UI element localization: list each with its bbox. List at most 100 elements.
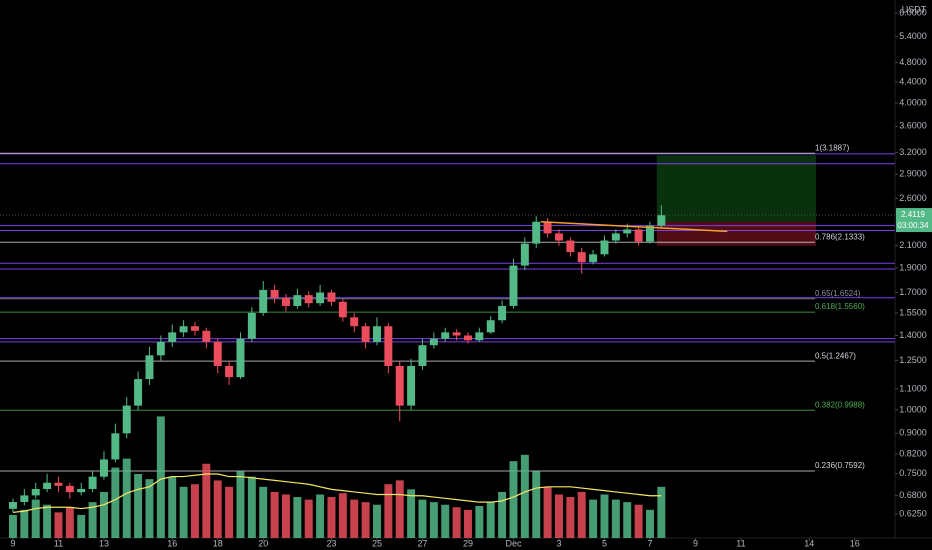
candle-body [520, 243, 529, 266]
volume-bar [77, 514, 86, 538]
volume-bar [634, 504, 643, 538]
candle-body [225, 365, 234, 378]
candle-body [623, 229, 632, 234]
candle-body [8, 502, 17, 509]
volume-bar [509, 461, 518, 538]
volume-bar [532, 471, 541, 538]
y-tick-label: 0.7500 [899, 468, 927, 478]
y-tick-label: 6.0000 [899, 8, 927, 18]
candle-body [327, 292, 336, 302]
x-tick-label: 5 [602, 538, 607, 548]
candle-body [486, 320, 495, 333]
volume-bar [236, 471, 245, 538]
candle-body [247, 312, 256, 339]
volume-bar [213, 480, 222, 538]
x-tick-label: 11 [54, 538, 63, 548]
candle-body [111, 433, 120, 460]
candle-body [452, 332, 461, 336]
y-tick-label: 3.6000 [899, 121, 927, 131]
volume-bar [611, 499, 620, 538]
candle-body [589, 254, 598, 263]
y-tick-label: 1.0000 [899, 404, 927, 414]
candle-body [190, 326, 199, 331]
volume-ma [12, 473, 662, 513]
volume-bar [441, 504, 450, 538]
x-tick-label: 3 [556, 538, 561, 548]
candle-body [338, 301, 347, 318]
y-tick-label: 3.2000 [899, 147, 927, 157]
x-tick-label: 16 [167, 538, 177, 548]
volume-bar [589, 499, 598, 538]
candle-body [236, 338, 245, 378]
candle-body [509, 265, 518, 306]
y-tick-label: 2.6000 [899, 193, 927, 203]
candle-body [395, 365, 404, 406]
candle-body [43, 482, 52, 489]
volume-bar [145, 479, 154, 538]
y-tick-label: 1.4000 [899, 330, 927, 340]
volume-bar [281, 494, 290, 538]
volume-bar [43, 504, 52, 538]
volume-bar [190, 484, 199, 538]
volume-bar [657, 486, 666, 538]
candle-body [54, 482, 63, 486]
volume-bar [54, 512, 63, 538]
volume-bar [418, 499, 427, 538]
candle-body [645, 225, 654, 242]
y-tick-label: 0.8200 [899, 448, 927, 458]
y-tick-label: 1.5500 [899, 307, 927, 317]
candle-body [122, 405, 131, 434]
candle-body [316, 292, 325, 304]
volume-bar [338, 493, 347, 538]
y-tick-label: 5.4000 [899, 31, 927, 41]
candle-body [179, 326, 188, 333]
candle-body [88, 476, 97, 489]
volume-bar [520, 454, 529, 538]
candle-body [281, 297, 290, 306]
volume-bar [31, 499, 40, 538]
x-tick-label: 20 [258, 538, 268, 548]
volume-bar [429, 502, 438, 538]
candle-body [372, 326, 381, 342]
x-tick-label: 9 [693, 538, 698, 548]
candle-body [145, 355, 154, 380]
y-tick-label: 2.9000 [899, 169, 927, 179]
y-tick-label: 0.6250 [899, 508, 927, 518]
fib-label: 0.236(0.7592) [815, 461, 865, 470]
trend-line [540, 221, 728, 233]
candle-body [407, 365, 416, 406]
volume-bar [259, 486, 268, 538]
candle-body [657, 215, 666, 226]
volume-bar [498, 491, 507, 538]
volume-bar [225, 486, 234, 538]
x-tick-label: 14 [804, 538, 814, 548]
candle-body [134, 379, 143, 406]
candle-body [441, 332, 450, 339]
candle-body [202, 330, 211, 342]
y-tick-label: 4.8000 [899, 57, 927, 67]
x-tick-label: 23 [326, 538, 336, 548]
volume-bar [350, 499, 359, 538]
fib-label: 1(3.1887) [815, 143, 850, 152]
volume-bar [645, 509, 654, 538]
y-tick-label: 1.2500 [899, 355, 927, 365]
fib-label: 0.382(0.9988) [815, 400, 865, 409]
volume-bar [623, 502, 632, 538]
volume-bar [577, 491, 586, 538]
y-tick-label: 0.9000 [899, 428, 927, 438]
countdown: 03:00:34 [897, 221, 929, 230]
y-tick-label: 1.9000 [899, 262, 927, 272]
candle-body [168, 332, 177, 342]
volume-bar [247, 476, 256, 538]
volume-bar [600, 494, 609, 538]
volume-bar [65, 507, 74, 538]
volume-bar [395, 480, 404, 538]
y-tick-label: 4.0000 [899, 97, 927, 107]
volume-bar [202, 463, 211, 538]
x-tick-label: 11 [736, 538, 745, 548]
candle-body [270, 289, 279, 298]
x-tick-label: 25 [372, 538, 382, 548]
